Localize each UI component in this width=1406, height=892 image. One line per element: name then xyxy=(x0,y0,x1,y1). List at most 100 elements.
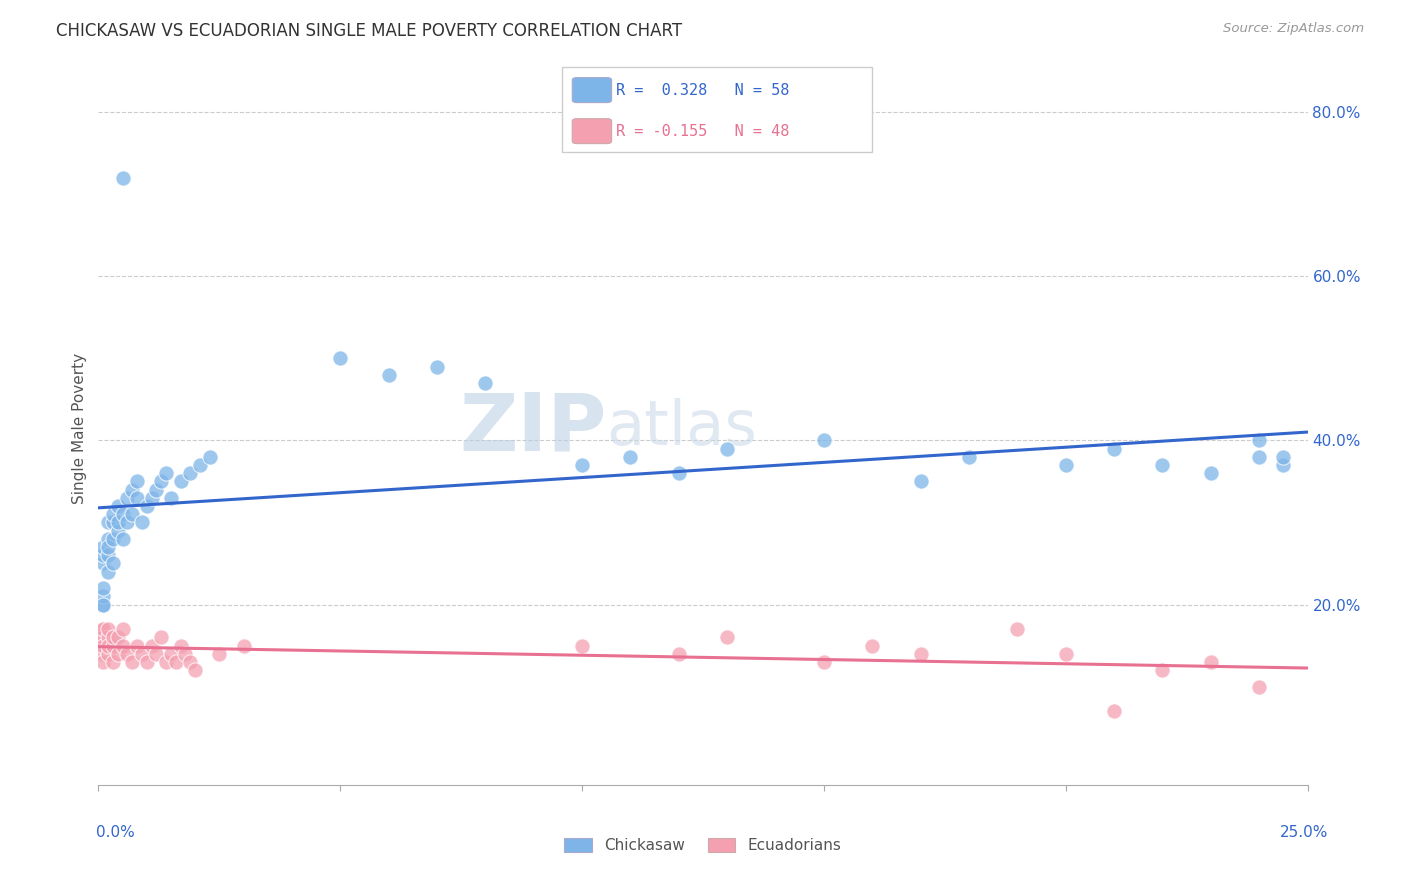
Point xyxy=(107,499,129,513)
Point xyxy=(1199,655,1222,669)
Point xyxy=(1102,704,1125,718)
Point xyxy=(141,491,163,505)
Point xyxy=(107,630,129,644)
Point xyxy=(91,639,114,653)
Point xyxy=(1102,442,1125,456)
Point xyxy=(141,639,163,653)
Point xyxy=(91,630,114,644)
Point xyxy=(1152,663,1174,677)
Point xyxy=(716,630,738,644)
Y-axis label: Single Male Poverty: Single Male Poverty xyxy=(72,352,87,504)
Point xyxy=(910,475,932,489)
Point xyxy=(1054,458,1077,472)
Point xyxy=(1249,680,1271,694)
Point xyxy=(111,508,134,522)
Point xyxy=(813,655,835,669)
Point xyxy=(91,655,114,669)
Point xyxy=(860,639,883,653)
Text: 25.0%: 25.0% xyxy=(1281,825,1329,840)
Point xyxy=(150,630,173,644)
Point xyxy=(101,508,124,522)
Point xyxy=(111,622,134,636)
Point xyxy=(97,565,120,579)
Point xyxy=(97,630,120,644)
Point xyxy=(910,647,932,661)
Point xyxy=(107,647,129,661)
Point xyxy=(101,639,124,653)
Point xyxy=(117,516,139,530)
Point xyxy=(97,532,120,546)
Point xyxy=(127,475,149,489)
Point xyxy=(117,647,139,661)
Text: CHICKASAW VS ECUADORIAN SINGLE MALE POVERTY CORRELATION CHART: CHICKASAW VS ECUADORIAN SINGLE MALE POVE… xyxy=(56,22,682,40)
Point xyxy=(474,376,496,390)
Point xyxy=(668,467,690,481)
Text: atlas: atlas xyxy=(606,398,758,458)
Point xyxy=(101,532,124,546)
Point xyxy=(198,450,221,464)
Point xyxy=(91,630,114,644)
Point xyxy=(101,516,124,530)
Point xyxy=(165,655,187,669)
Point xyxy=(111,171,134,186)
Point xyxy=(91,549,114,563)
Point xyxy=(91,622,114,636)
Point xyxy=(184,663,207,677)
Point xyxy=(117,491,139,505)
Text: R =  0.328   N = 58: R = 0.328 N = 58 xyxy=(616,83,789,97)
Point xyxy=(957,450,980,464)
Point xyxy=(135,655,157,669)
Point xyxy=(91,581,114,595)
Point xyxy=(101,655,124,669)
Point xyxy=(131,647,153,661)
Point xyxy=(97,516,120,530)
Point xyxy=(91,557,114,571)
Point xyxy=(174,647,197,661)
Point xyxy=(145,483,167,497)
Point xyxy=(91,639,114,653)
Point xyxy=(97,549,120,563)
Point xyxy=(97,540,120,554)
Point xyxy=(668,647,690,661)
Point xyxy=(127,639,149,653)
Point xyxy=(188,458,211,472)
Point xyxy=(377,368,399,382)
Point xyxy=(1007,622,1029,636)
Point xyxy=(101,630,124,644)
Point xyxy=(111,639,134,653)
Point xyxy=(97,647,120,661)
Point xyxy=(179,655,201,669)
Text: Source: ZipAtlas.com: Source: ZipAtlas.com xyxy=(1223,22,1364,36)
Point xyxy=(1152,458,1174,472)
Point xyxy=(111,532,134,546)
Point xyxy=(1249,450,1271,464)
Point xyxy=(160,491,183,505)
Point xyxy=(91,598,114,612)
Point xyxy=(1272,450,1295,464)
Point xyxy=(97,639,120,653)
Point xyxy=(1054,647,1077,661)
Point xyxy=(91,598,114,612)
Point xyxy=(91,647,114,661)
Point xyxy=(1249,434,1271,448)
Point xyxy=(155,467,177,481)
Point xyxy=(155,655,177,669)
Point xyxy=(150,475,173,489)
Point xyxy=(107,524,129,538)
Legend: Chickasaw, Ecuadorians: Chickasaw, Ecuadorians xyxy=(558,832,848,859)
Point xyxy=(571,639,593,653)
Point xyxy=(426,359,449,374)
Point xyxy=(1199,467,1222,481)
Point xyxy=(716,442,738,456)
Point xyxy=(169,475,191,489)
Point xyxy=(145,647,167,661)
Point xyxy=(329,351,352,366)
Point xyxy=(91,590,114,604)
Point xyxy=(1272,458,1295,472)
Point xyxy=(208,647,231,661)
Point xyxy=(169,639,191,653)
Point xyxy=(232,639,254,653)
Point xyxy=(127,491,149,505)
Text: R = -0.155   N = 48: R = -0.155 N = 48 xyxy=(616,124,789,138)
Point xyxy=(101,557,124,571)
